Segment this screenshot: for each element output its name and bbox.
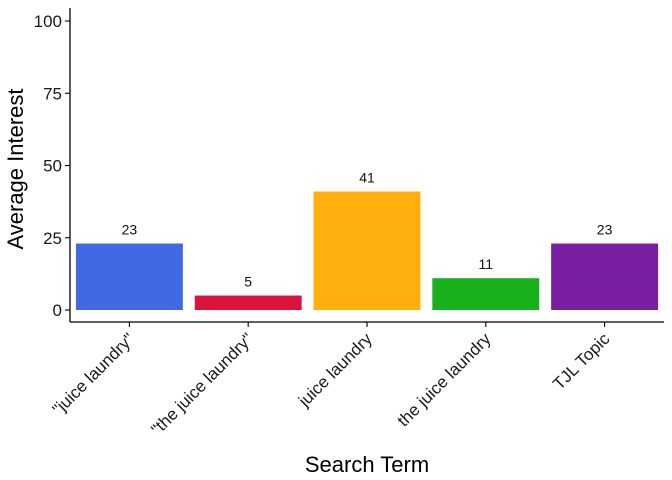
bar-4 [551, 243, 659, 310]
x-axis-title: Search Term [305, 452, 429, 477]
data-label-3: 11 [479, 256, 494, 272]
bar-2 [313, 191, 421, 310]
x-tick-label-4: TJL Topic [549, 329, 614, 394]
bars-layer [75, 191, 659, 310]
data-label-2: 41 [359, 170, 375, 186]
data-labels-layer: 23 5 41 11 23 [122, 170, 613, 290]
x-tick-label-1: "the juice laundry" [148, 329, 258, 439]
y-tick-label: 0 [53, 301, 62, 320]
y-tick-label: 50 [43, 157, 62, 176]
y-tick-label: 75 [43, 84, 62, 103]
bar-1 [194, 295, 302, 310]
data-label-4: 23 [597, 222, 613, 238]
data-label-0: 23 [122, 222, 138, 238]
y-axis-title: Average Interest [3, 88, 28, 249]
data-label-1: 5 [244, 274, 252, 290]
x-tick-label-2: juice laundry [294, 329, 376, 411]
y-tick-label: 25 [43, 229, 62, 248]
y-axis: 0 25 50 75 100 [34, 8, 71, 322]
y-tick-label: 100 [34, 12, 62, 31]
x-axis: "juice laundry" "the juice laundry" juice … [49, 321, 664, 439]
x-tick-label-0: "juice laundry" [49, 329, 138, 418]
x-tick-label-3: the juice laundry [394, 329, 495, 430]
bar-0 [75, 243, 183, 310]
bar-3 [432, 278, 540, 310]
